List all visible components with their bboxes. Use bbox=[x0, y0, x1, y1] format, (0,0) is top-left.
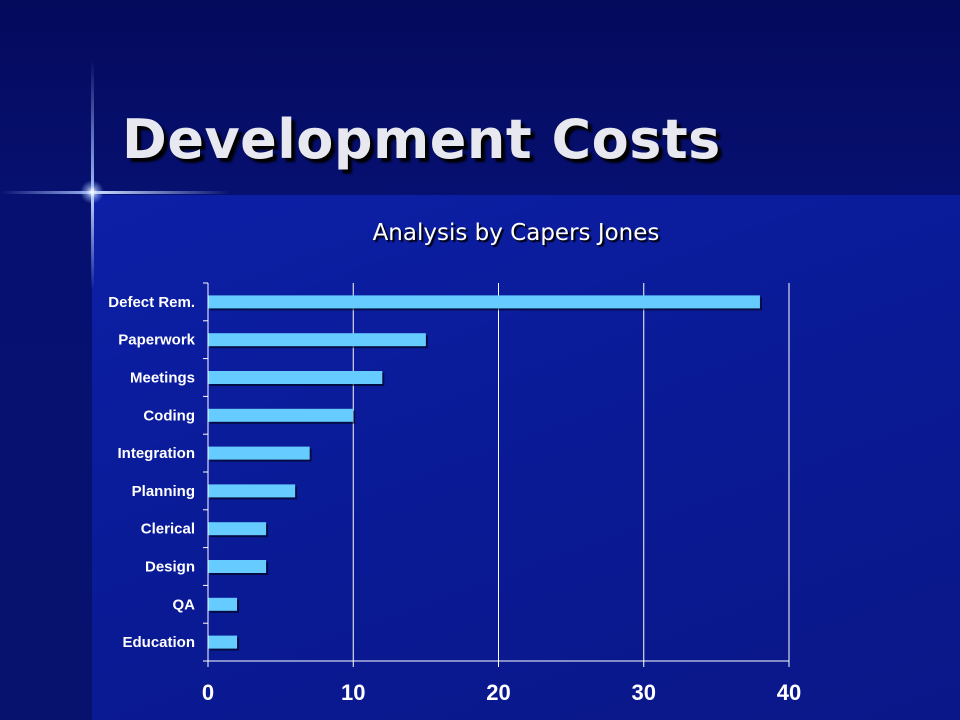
bar-planning bbox=[208, 484, 296, 498]
bar-integration bbox=[208, 446, 310, 460]
page-title: Development Costs bbox=[122, 108, 721, 171]
bars bbox=[208, 295, 762, 651]
category-label: QA bbox=[173, 596, 196, 613]
light-flare-vertical bbox=[91, 60, 94, 290]
x-tick-label: 30 bbox=[632, 680, 656, 705]
bar-design bbox=[208, 560, 267, 573]
category-label: Education bbox=[122, 634, 195, 651]
background-top-band bbox=[0, 0, 960, 195]
labels: Defect Rem. Paperwork Meetings Coding Integr… bbox=[108, 294, 801, 705]
category-label: Integration bbox=[118, 445, 196, 462]
bar-clerical bbox=[208, 522, 267, 536]
bar-meetings bbox=[208, 371, 383, 384]
category-label: Clerical bbox=[141, 521, 195, 538]
bar-qa bbox=[208, 597, 238, 611]
light-flare-horizontal bbox=[0, 191, 230, 194]
axes bbox=[203, 282, 790, 667]
bar-coding bbox=[208, 408, 354, 422]
chart-subtitle: Analysis by Capers Jones bbox=[372, 220, 660, 246]
bar-education bbox=[208, 635, 238, 649]
x-tick-label: 20 bbox=[486, 680, 510, 705]
category-label: Design bbox=[145, 559, 195, 576]
category-label: Meetings bbox=[130, 370, 195, 387]
bar-defect-rem bbox=[208, 295, 760, 309]
x-tick-label: 40 bbox=[777, 680, 801, 705]
category-label: Defect Rem. bbox=[108, 294, 195, 311]
category-label: Paperwork bbox=[118, 332, 195, 349]
x-tick-label: 10 bbox=[341, 680, 365, 705]
bar-paperwork bbox=[208, 333, 426, 347]
x-tick-label: 0 bbox=[202, 680, 214, 705]
category-label: Coding bbox=[143, 407, 195, 424]
light-flare-center bbox=[80, 180, 104, 204]
category-label: Planning bbox=[132, 483, 195, 500]
background-left-band bbox=[0, 195, 92, 720]
